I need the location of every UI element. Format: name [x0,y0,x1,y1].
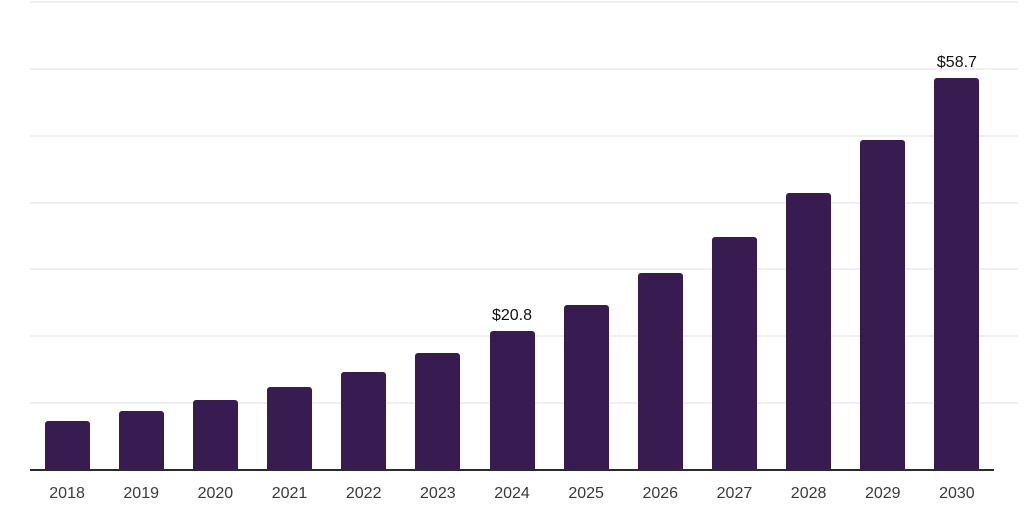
bar-2022 [341,371,387,470]
gridline-40 [30,201,1018,204]
x-axis-baseline [30,469,994,471]
bar-2025 [563,304,609,470]
bar-2027 [711,236,757,470]
x-tick-2027: 2027 [716,485,753,502]
bar-2028 [786,192,832,470]
bar-2018 [44,420,90,470]
x-tick-2022: 2022 [345,485,382,502]
bar-2030 [934,77,980,470]
x-tick-2019: 2019 [123,485,159,502]
bar-2029 [860,140,906,470]
x-tick-2026: 2026 [642,485,679,502]
x-tick-2030: 2030 [939,485,975,502]
x-tick-2021: 2021 [271,485,308,502]
bar-2019 [118,411,164,470]
gridline-60 [30,67,1018,70]
x-tick-2025: 2025 [568,485,604,502]
bar-2026 [637,273,683,470]
gridline-70 [30,1,1018,3]
bar-2021 [267,387,313,470]
value-label-2024: $20.8 [491,306,533,324]
gridline-50 [30,134,1018,137]
bar-2024 [489,330,535,470]
bar-2020 [192,400,238,470]
x-tick-2023: 2023 [420,485,456,502]
x-tick-2029: 2029 [864,485,901,502]
x-tick-2024: 2024 [494,485,530,502]
bar-2023 [415,353,461,470]
x-tick-2018: 2018 [49,485,85,502]
x-tick-2028: 2028 [790,485,827,502]
x-tick-2020: 2020 [197,485,234,502]
value-label-2030: $58.7 [936,53,977,71]
gridline-30 [30,268,1018,271]
